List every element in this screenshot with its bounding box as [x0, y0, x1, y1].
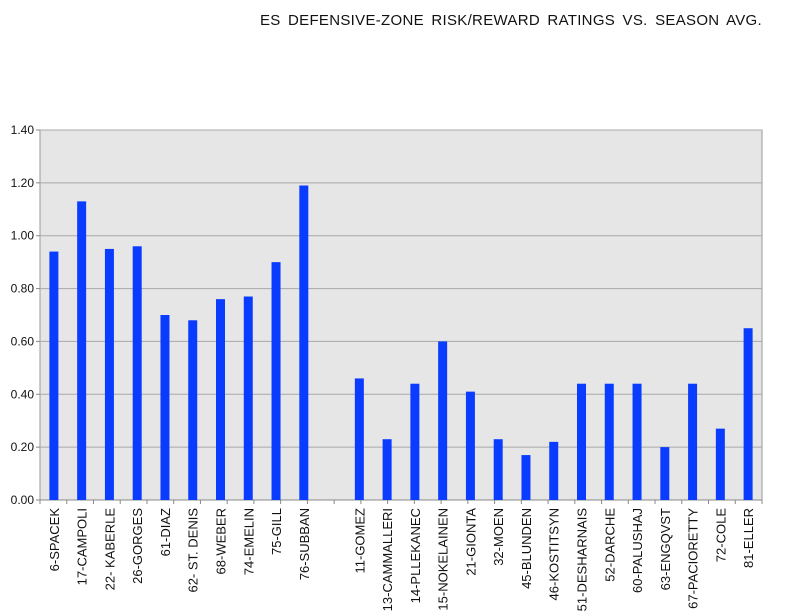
plot-area: [39, 129, 763, 501]
x-tick-label: 67-PACIORETTY: [686, 508, 701, 609]
bar: [410, 383, 420, 500]
bar: [521, 455, 531, 500]
y-tick-label: 0.80: [11, 282, 35, 296]
x-tick-label: 14-PLLEKANEC: [408, 508, 423, 603]
bar: [604, 383, 614, 500]
bar: [549, 441, 559, 500]
y-tick-label: 1.20: [11, 176, 35, 190]
bar: [493, 439, 503, 500]
bar: [660, 447, 670, 500]
x-tick-label: 32-MOEN: [491, 508, 506, 566]
y-tick-label: 0.00: [11, 493, 35, 507]
x-tick-label: 76-SUBBAN: [297, 508, 312, 580]
x-tick-label: 63-ENGQVST: [658, 508, 673, 590]
bar: [577, 383, 586, 500]
x-tick-label: 61-DIAZ: [158, 508, 173, 556]
bar: [243, 296, 253, 500]
x-tick-label: 75-GILL: [269, 508, 284, 555]
bar: [438, 341, 448, 500]
bar: [382, 439, 392, 500]
x-tick-label: 68-WEBER: [214, 508, 229, 574]
bar: [632, 383, 642, 500]
bar: [354, 378, 364, 500]
bar: [688, 383, 698, 500]
bar: [132, 246, 142, 500]
x-tick-label: 52-DARCHE: [602, 508, 617, 582]
y-tick-label: 1.40: [11, 123, 35, 137]
bar: [715, 428, 725, 500]
x-tick-label: 46-KOSTITSYN: [547, 508, 562, 600]
bar: [77, 201, 87, 500]
x-tick-label: 45-BLUNDEN: [519, 508, 534, 589]
bar: [465, 391, 475, 500]
x-tick-label: 11-GOMEZ: [352, 508, 367, 574]
x-tick-label: 17-CAMPOLI: [75, 508, 90, 585]
y-tick-label: 0.20: [11, 440, 35, 454]
x-tick-label: 81-ELLER: [741, 508, 756, 568]
x-tick-label: 15-NOKELAINEN: [436, 508, 451, 611]
x-tick-label: 74-EMELIN: [241, 508, 256, 575]
x-tick-label: 51-DESHARNAIS: [575, 508, 590, 612]
bar: [160, 315, 170, 500]
x-tick-label: 6-SPACEK: [47, 508, 62, 572]
x-tick-label: 22- KABERLE: [102, 508, 117, 591]
x-tick-label: 60-PALUSHAJ: [630, 508, 645, 593]
x-tick-label: 13-CAMMALLERI: [380, 508, 395, 611]
bar: [49, 251, 59, 500]
y-tick-label: 0.60: [11, 334, 35, 348]
x-tick-label: 62- ST. DENIS: [186, 508, 201, 593]
x-tick-label: 26-GORGES: [130, 508, 145, 584]
bar: [216, 299, 225, 500]
y-tick-label: 1.00: [11, 229, 35, 243]
x-tick-label: 21-GIONTA: [463, 508, 478, 576]
bar: [299, 185, 309, 500]
bar: [271, 262, 281, 500]
bar: [188, 320, 198, 500]
y-tick-label: 0.40: [11, 387, 35, 401]
x-tick-label: 72-COLE: [713, 508, 728, 563]
bar: [104, 248, 114, 500]
chart-title: ES DEFENSIVE-ZONE RISK/REWARD RATINGS VS…: [259, 12, 762, 29]
bar: [743, 328, 753, 500]
